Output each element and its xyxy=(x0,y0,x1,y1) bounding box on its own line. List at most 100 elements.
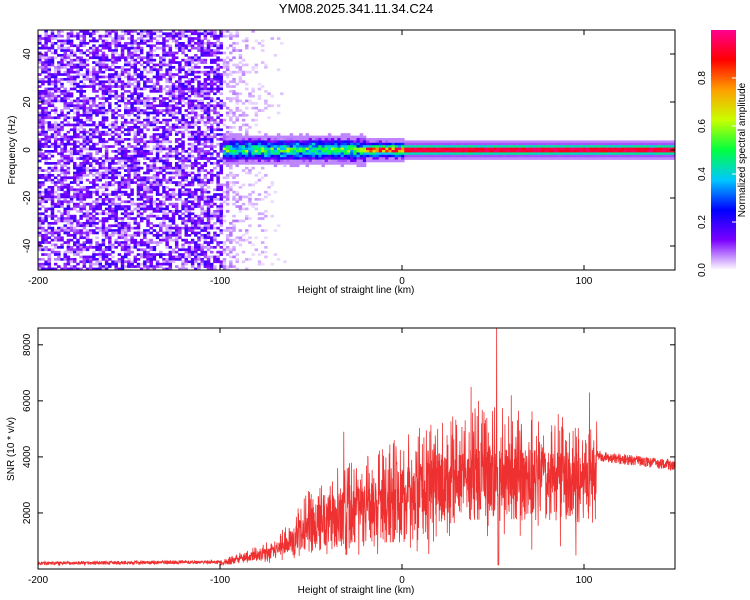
spectrogram-cell xyxy=(104,58,109,62)
spectrogram-cell xyxy=(73,147,77,151)
spectrogram-cell xyxy=(60,212,64,216)
spectrogram-cell xyxy=(385,150,389,153)
spectrogram-cell xyxy=(38,262,42,266)
spectrogram-cell xyxy=(241,238,246,242)
spectrogram-cell xyxy=(248,195,252,199)
spectrogram-cell xyxy=(289,157,294,160)
spectrogram-cell xyxy=(206,241,211,244)
spectrogram-cell xyxy=(216,63,220,67)
spectrogram-cell xyxy=(394,154,399,158)
spectrogram-cell xyxy=(136,171,141,175)
spectrogram-cell xyxy=(213,104,217,108)
spectrogram-cell xyxy=(76,152,80,156)
spectrogram-cell xyxy=(219,147,224,151)
spectrogram-cell xyxy=(95,241,99,244)
spectrogram-cell xyxy=(174,46,179,50)
spectrogram-cell xyxy=(53,121,58,124)
spectrogram-cell xyxy=(238,70,243,74)
spectrogram-cell xyxy=(394,157,399,160)
spectrogram-cell xyxy=(197,82,201,86)
spectrogram-cell xyxy=(60,99,64,103)
spectrogram-cell xyxy=(143,111,147,115)
spectrogram-cell xyxy=(356,159,360,163)
spectrogram-cell xyxy=(302,157,306,160)
spectrogram-cell xyxy=(152,207,157,211)
spectrogram-cell xyxy=(73,171,77,175)
spectrogram-cell xyxy=(79,39,83,43)
spectrogram-cell xyxy=(47,166,52,170)
spectrogram-cell xyxy=(139,99,144,103)
spectrogram-cell xyxy=(238,145,243,148)
spectrogram-cell xyxy=(162,217,166,220)
spectrogram-cell xyxy=(53,169,58,172)
spectrogram-cell xyxy=(146,123,150,127)
spectrogram-cell xyxy=(174,102,179,105)
spectrogram-cell xyxy=(104,265,109,268)
spectrogram-cell xyxy=(257,135,262,139)
spectrogram-cell xyxy=(73,75,77,79)
spectrogram-cell xyxy=(187,212,192,216)
spectrogram-cell xyxy=(225,140,230,144)
spectrogram-cell xyxy=(146,150,150,153)
spectrogram-cell xyxy=(149,152,153,156)
spectrogram-cell xyxy=(41,157,45,160)
spectrogram-cell xyxy=(63,164,67,168)
spectrogram-cell xyxy=(356,154,360,158)
spectrogram-cell xyxy=(216,255,220,259)
spectrogram-cell xyxy=(302,145,306,148)
spectrogram-cell xyxy=(127,54,131,57)
spectrogram-cell xyxy=(229,133,233,136)
spectrogram-cell xyxy=(143,80,147,84)
spectrogram-cell xyxy=(124,106,128,110)
spectrogram-cell xyxy=(197,147,201,151)
spectrogram-cell xyxy=(270,162,274,165)
spectrogram-cell xyxy=(305,138,310,141)
spectrogram-cell xyxy=(130,262,134,266)
spectrogram-cell xyxy=(88,78,93,81)
spectrogram-cell xyxy=(136,231,141,235)
spectrogram-cell xyxy=(232,150,236,153)
spectrogram-cell xyxy=(79,114,83,117)
spectrogram-cell xyxy=(197,246,201,249)
spectrogram-cell xyxy=(187,226,192,230)
spectrogram-cell xyxy=(159,34,163,38)
spectrogram-cell xyxy=(232,248,236,252)
spectrogram-cell xyxy=(286,138,290,141)
spectrogram-cell xyxy=(82,224,87,228)
spectrogram-cell xyxy=(127,226,131,230)
spectrogram-cell xyxy=(200,212,204,216)
spectrogram-cell xyxy=(200,51,204,55)
spectrogram-cell xyxy=(260,162,265,165)
spectrogram-cell xyxy=(60,214,64,218)
spectrogram-cell xyxy=(362,154,367,158)
spectrogram-cell xyxy=(155,166,160,170)
spectrogram-cell xyxy=(143,133,147,136)
spectrogram-cell xyxy=(159,159,163,163)
spectrogram-cell xyxy=(162,262,166,266)
spectrogram-cell xyxy=(200,152,204,156)
spectrogram-cell xyxy=(133,51,138,55)
spectrogram-cell xyxy=(337,135,341,139)
spectrogram-cell xyxy=(63,145,67,148)
spectrogram-cell xyxy=(117,75,122,79)
spectrogram-cell xyxy=(88,39,93,43)
spectrogram-cell xyxy=(146,80,150,84)
spectrogram-cell xyxy=(184,159,188,163)
spectrogram-cell xyxy=(88,255,93,259)
spectrogram-cell xyxy=(235,147,239,151)
spectrogram-cell xyxy=(194,78,198,81)
spectrogram-cell xyxy=(44,51,48,55)
spectrogram-cell xyxy=(219,138,224,141)
spectrogram-cell xyxy=(85,236,90,240)
spectrogram-cell xyxy=(82,73,87,76)
spectrogram-cell xyxy=(108,193,112,196)
spectrogram-cell xyxy=(264,250,268,254)
spectrogram-cell xyxy=(149,253,153,256)
spectrogram-cell xyxy=(108,42,112,45)
spectrogram-cell xyxy=(194,162,198,165)
spectrogram-cell xyxy=(155,157,160,160)
spectrogram-cell xyxy=(168,109,173,112)
spectrogram-cell xyxy=(44,145,48,148)
spectrogram-cell xyxy=(41,234,45,237)
spectrogram-cell xyxy=(98,171,102,175)
